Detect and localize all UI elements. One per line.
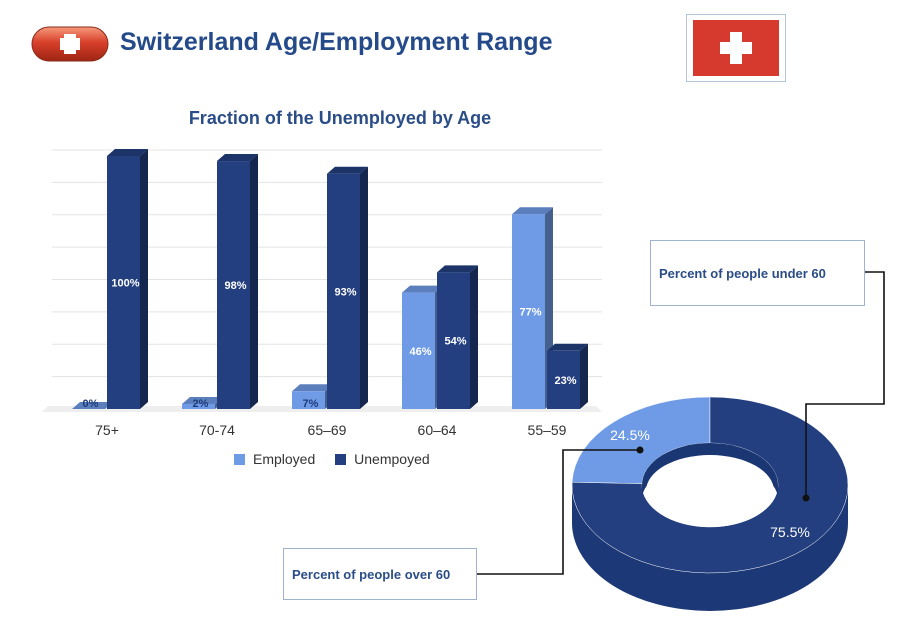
bar-data-label: 98% [224,280,246,292]
legend-swatch-unemployed [335,454,347,465]
bar-employed-4 [512,207,553,409]
bar-unempoyed-4 [547,343,588,409]
bar-unempoyed-3 [437,265,478,409]
x-tick-label: 65–69 [308,422,347,438]
legend-label-unemployed: Unempoyed [354,451,430,467]
swiss-cross-pill-icon [31,26,109,62]
donut-chart: 24.5% 75.5% [571,396,849,611]
bar-chart-title: Fraction of the Unemployed by Age [188,108,492,128]
swiss-flag-image [686,14,786,82]
x-tick-label: 70-74 [199,422,235,438]
donut-hole-floor [646,455,774,527]
bar-data-label: 54% [444,336,466,348]
donut-label-over-60: 24.5% [610,427,650,443]
bar-unempoyed-0 [107,149,148,409]
bar-chart: 0% 100% 75+ 2% 98% 70-74 7% 93% 65–69 46% 54% 60–64… [42,149,602,438]
bar-data-label: 2% [193,398,209,410]
callout-under-60: Percent of people under 60 [650,240,865,306]
callout-over-60-text: Percent of people over 60 [292,566,451,582]
bar-data-label: 100% [111,278,139,290]
bar-data-label: 0% [83,398,99,410]
swiss-flag-icon [693,20,779,76]
legend-swatch-employed [234,454,245,465]
x-tick-label: 75+ [95,422,119,438]
donut-inner-wall [642,443,778,499]
bar-data-label: 46% [409,346,431,358]
bar-unempoyed-2 [327,166,368,409]
callout-over-60: Percent of people over 60 [283,548,477,600]
donut-rim [572,485,848,611]
legend-item-employed: Employed [234,451,315,467]
bar-data-label: 77% [519,307,541,319]
bar-data-label: 93% [334,286,356,298]
legend-item-unemployed: Unempoyed [335,451,430,467]
x-tick-label: 60–64 [418,422,457,438]
page-title: Switzerland Age/Employment Range [120,28,553,56]
bar-employed-0 [72,402,113,409]
bar-unempoyed-1 [217,154,258,409]
callout-under-60-text: Percent of people under 60 [659,265,826,281]
bar-chart-legend: Employed Unempoyed [234,451,446,467]
bar-data-label: 7% [303,398,319,410]
donut-label-under-60: 75.5% [770,524,810,540]
legend-label-employed: Employed [253,451,316,467]
x-tick-label: 55–59 [528,422,567,438]
bar-data-label: 23% [554,375,576,387]
